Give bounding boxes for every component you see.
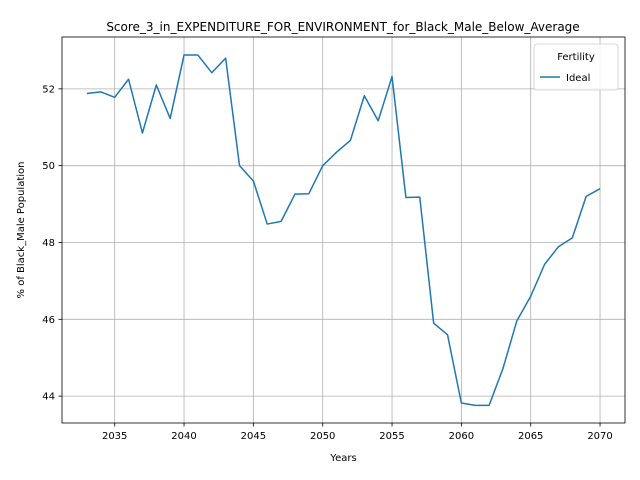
x-tick-label: 2065 [518, 431, 543, 442]
grid-lines [62, 37, 625, 423]
y-axis-ticks: 44 46 48 50 52 [42, 84, 62, 403]
x-tick-label: 2055 [379, 431, 404, 442]
x-tick-label: 2070 [587, 431, 612, 442]
x-tick-label: 2050 [310, 431, 335, 442]
plot-area-frame [61, 36, 626, 424]
x-axis-ticks: 2035 2040 2045 2050 2055 2060 2065 2070 [102, 423, 613, 442]
series-line-ideal [86, 54, 601, 407]
legend-title: Fertility [557, 52, 595, 63]
x-tick-label: 2060 [449, 431, 474, 442]
x-tick-label: 2040 [171, 431, 196, 442]
legend-box [533, 43, 619, 91]
y-axis-label: % of Black_Male Population [16, 162, 27, 299]
series-group [86, 54, 601, 407]
chart-title: Score_3_in_EXPENDITURE_FOR_ENVIRONMENT_f… [106, 20, 579, 34]
y-tick-label: 50 [42, 161, 55, 172]
y-tick-label: 44 [42, 392, 55, 403]
x-tick-label: 2035 [102, 431, 127, 442]
y-tick-label: 52 [42, 84, 55, 95]
legend: Fertility Ideal [533, 43, 619, 91]
legend-entry-ideal: Ideal [566, 73, 590, 84]
x-tick-label: 2045 [241, 431, 266, 442]
y-tick-label: 48 [42, 238, 55, 249]
y-tick-label: 46 [42, 315, 55, 326]
x-axis-label: Years [329, 453, 356, 464]
